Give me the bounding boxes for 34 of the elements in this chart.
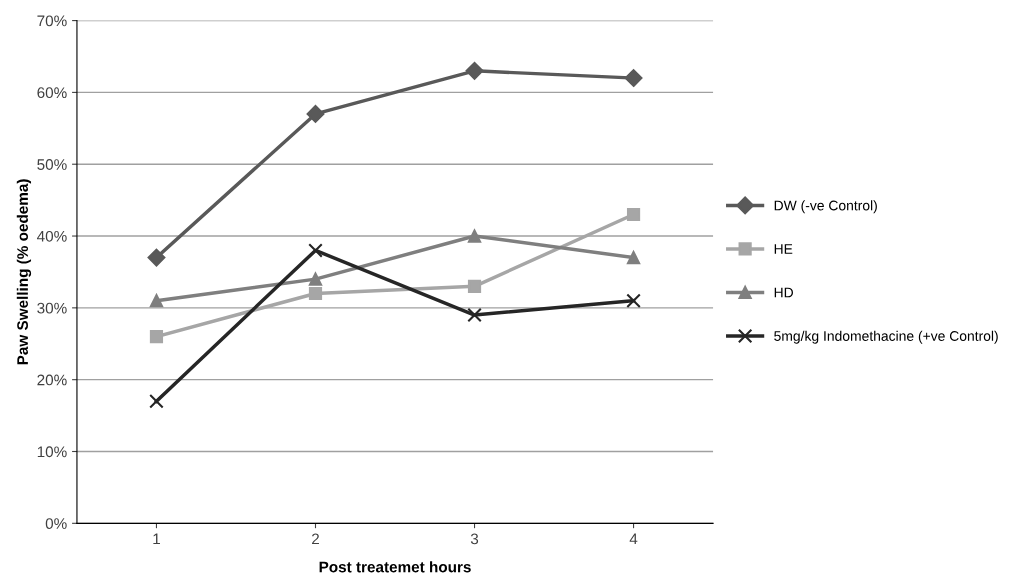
point [467,307,482,323]
y-tick-label: 10% [37,446,67,458]
y-tick-label: 40% [37,230,67,242]
y-tick-label: 60% [37,87,67,99]
point [626,207,641,222]
y-tick-label: 0% [45,518,67,530]
legend-label: HD [774,287,793,298]
point [308,286,323,301]
legend-label: HE [774,244,793,254]
point [308,272,323,286]
point [626,250,641,265]
point [308,243,323,258]
x-tick-label: 4 [629,533,638,545]
point [467,229,482,243]
point [147,248,166,267]
point [465,61,484,80]
x-tick-label: 3 [470,533,479,545]
point [149,393,164,409]
y-tick-label: 50% [37,159,67,170]
legend-label: DW (-ve Control) [774,200,877,214]
point [306,105,325,123]
y-tick-label: 70% [37,15,67,27]
point [467,279,482,293]
point [626,293,641,308]
legend-label: 5mg/kg Indomethacine (+ve Control) [774,330,998,344]
y-tick-label: 20% [37,374,67,386]
x-tick-label: 2 [312,533,319,545]
x-tick-label: 1 [153,533,160,545]
point [149,294,164,308]
point [149,329,164,344]
x-axis-title: Post treatemet hours [319,561,471,573]
point [624,69,643,87]
y-tick-label: 30% [37,302,67,314]
y-axis-title: Paw Swelling (% oedema) [16,179,32,365]
